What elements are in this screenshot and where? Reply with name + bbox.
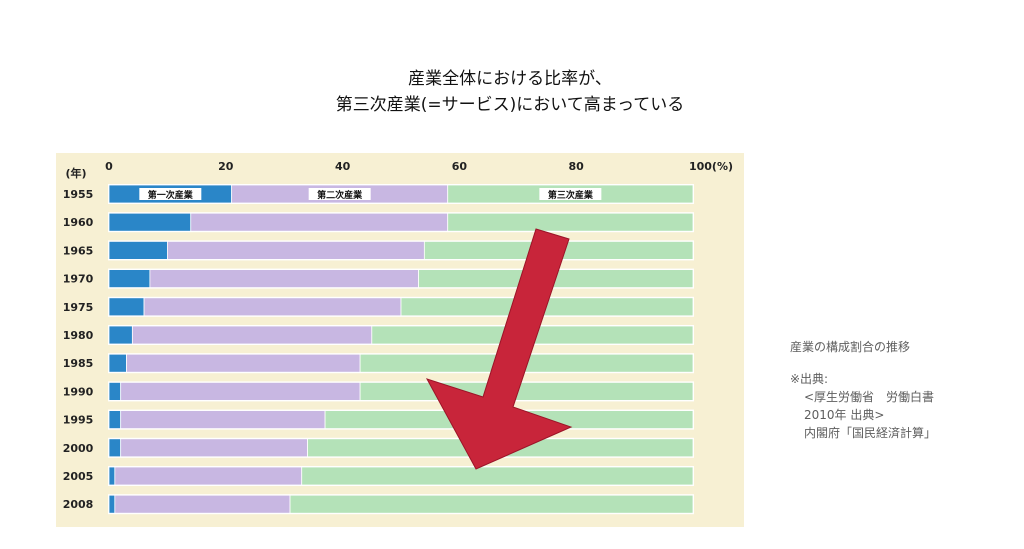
year-label: 1965 [63,244,94,257]
bar-segment-primary [108,466,116,486]
bar-segment-secondary [120,381,361,401]
segment-label: 第二次産業 [317,189,363,201]
year-label: 1990 [63,385,94,398]
year-label: 1960 [63,216,94,229]
year-label: 1995 [63,414,94,427]
bar-segment-primary [108,212,192,232]
bar-segment-primary [108,325,133,345]
source-line-1: <厚生労働省 労働白書 [804,390,935,404]
year-unit-label: (年) [65,166,86,180]
bar-segment-secondary [120,438,308,458]
x-tick-label: 40 [335,160,351,173]
heading-line-1: 産業全体における比率が、 [408,69,612,89]
year-label: 1980 [63,329,94,342]
bar-segment-secondary [114,494,291,514]
bar-segment-tertiary [447,212,694,232]
x-tick-label: 20 [218,160,234,173]
bar-segment-tertiary [289,494,694,514]
year-label: 2008 [63,498,94,511]
source-line-2: 2010年 出典> [804,408,885,422]
chart-caption: 産業の構成割合の推移 ※出典: <厚生労働省 労働白書 2010年 出典> 内閣… [790,338,1020,442]
bar-segment-secondary [149,269,419,288]
year-label: 2005 [63,470,94,483]
heading-line-2: 第三次産業(=サービス)において高まっている [335,95,685,115]
x-tick-label: 0 [105,160,113,173]
year-label: 1975 [63,301,94,314]
bar-segment-primary [108,269,151,288]
chart-panel: (年) 0 20 40 60 80 100(%) 1955 第一次産業 第二次産業 第三次産業 196… [56,153,744,527]
stacked-bar-chart: (年) 0 20 40 60 80 100(%) 1955 第一次産業 第二次産業 第三次産業 196… [63,160,733,515]
bar-segment-tertiary [359,381,694,401]
bar-segment-secondary [131,325,373,345]
bar-segment-tertiary [301,466,694,486]
bar-segment-primary [108,297,145,317]
source-label: ※出典: [790,372,829,386]
bar-segment-secondary [143,297,402,317]
x-tick-label: 80 [569,160,585,173]
segment-label: 第一次産業 [148,189,194,201]
caption-title: 産業の構成割合の推移 [790,340,911,354]
year-label: 2000 [63,442,94,455]
bar-segment-primary [108,241,168,260]
x-tick-label: 60 [452,160,468,173]
year-label: 1985 [63,357,94,370]
segment-label-bg [308,188,371,200]
source-line-3: 内閣府「国民経済計算」 [804,426,937,440]
bar-segment-primary [108,410,122,430]
x-tick-label: 100(%) [689,160,733,173]
bar-segment-secondary [167,241,425,260]
segment-label-bg [139,188,202,200]
bar-segment-primary [108,353,127,373]
bar-segment-secondary [190,212,449,232]
bar-segment-secondary [126,353,361,373]
bar-segment-primary [108,381,122,401]
bar-segment-secondary [120,410,326,430]
bar-segment-primary [108,494,116,514]
segment-label-bg [539,188,602,200]
trend-arrow-icon [425,228,573,470]
segment-label: 第三次産業 [548,189,594,201]
chart-heading: 産業全体における比率が、 第三次産業(=サービス)において高まっている [250,66,770,118]
year-label: 1955 [63,188,94,201]
bar-segment-secondary [114,466,303,486]
year-label: 1970 [63,273,94,286]
bar-segment-primary [108,438,122,458]
